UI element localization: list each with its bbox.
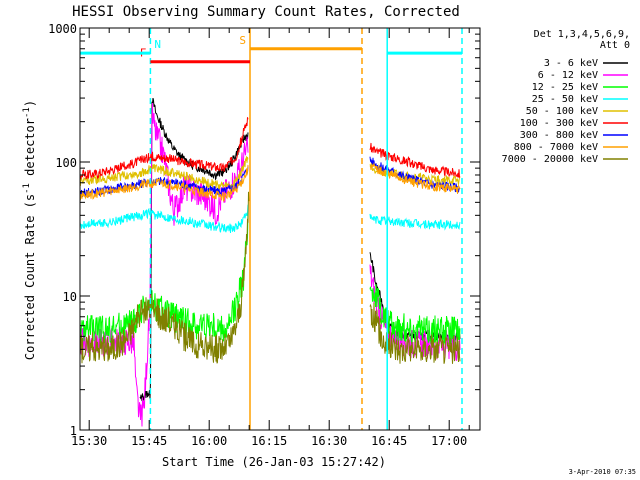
series-line [79, 164, 249, 202]
x-tick-label: 16:30 [311, 434, 347, 448]
legend-label: 7000 - 20000 keV [502, 154, 598, 165]
legend-label: 25 - 50 keV [532, 94, 598, 105]
series-line [79, 191, 250, 364]
x-tick-label: 16:15 [251, 434, 287, 448]
series-line [369, 302, 461, 364]
legend-label: 100 - 300 keV [520, 118, 598, 129]
series-line [79, 156, 249, 191]
series-line [369, 162, 461, 186]
legend-header-line1: Det 1,3,4,5,6,9, [534, 29, 630, 40]
legend-label: 12 - 25 keV [532, 82, 598, 93]
x-tick-label: 17:00 [431, 434, 467, 448]
x-tick-label: 15:30 [71, 434, 107, 448]
legend-label: 800 - 7000 keV [514, 142, 598, 153]
y-tick-label: 1000 [48, 22, 77, 36]
x-tick-label: 15:45 [131, 434, 167, 448]
legend-label: 6 - 12 keV [538, 70, 598, 81]
timestamp: 3-Apr-2010 07:35 [569, 468, 636, 476]
flag-label: S [239, 34, 246, 47]
series-line [369, 142, 461, 179]
flag-label: N [154, 38, 161, 51]
marker-layer: FNS [80, 28, 463, 430]
series-line [369, 213, 461, 231]
series-line [79, 204, 249, 234]
legend-label: 3 - 6 keV [544, 58, 598, 69]
x-axis-label: Start Time (26-Jan-03 15:27:42) [162, 455, 386, 469]
chart-title: HESSI Observing Summary Count Rates, Cor… [72, 4, 460, 20]
series-line [369, 162, 461, 195]
plot-frame [79, 27, 481, 431]
y-axis-label: Corrected Count Rate (s-1 detector-1) [22, 100, 37, 360]
legend-label: 50 - 100 keV [526, 106, 598, 117]
x-tick-label: 16:45 [371, 434, 407, 448]
axes-frame: 15:30 15:45 16:00 16:15 16:30 16:45 17:00 1 10 10… [48, 22, 481, 448]
series-line [79, 103, 249, 427]
x-tick-label: 16:00 [191, 434, 227, 448]
series-layer [79, 97, 461, 427]
y-axis-label-text: Corrected Count Rate (s-1 detector-1) [22, 100, 37, 360]
y-tick-label: 1 [70, 424, 77, 438]
legend-label: 300 - 800 keV [520, 130, 598, 141]
y-tick-label: 10 [63, 290, 77, 304]
series-line [139, 97, 249, 402]
legend-header-line2: Att 0 [600, 40, 630, 51]
series-line [79, 117, 249, 180]
y-tick-label: 100 [55, 156, 77, 170]
